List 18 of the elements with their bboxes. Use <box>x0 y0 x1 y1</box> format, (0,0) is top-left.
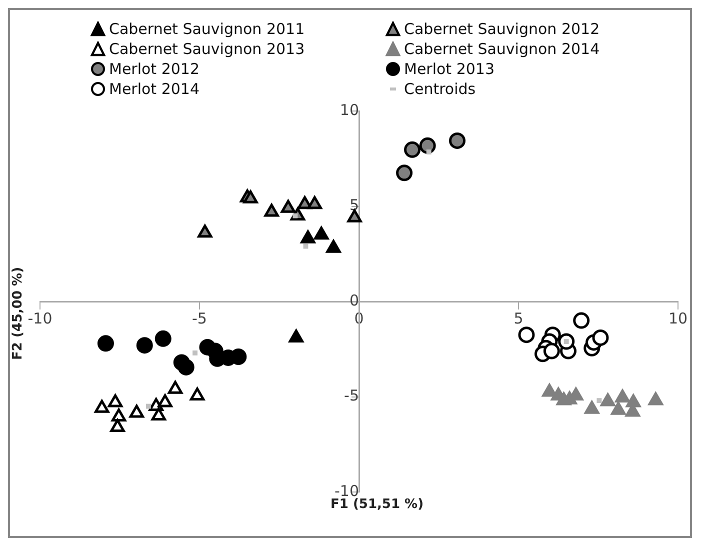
y-tick-label: 10 <box>340 100 359 119</box>
legend-label: Merlot 2012 <box>109 60 200 78</box>
x-tick-label: 10 <box>668 309 688 328</box>
x-tick-label: 5 <box>514 309 524 328</box>
y-tick-label: -5 <box>344 386 359 405</box>
legend-label: Merlot 2014 <box>109 80 200 98</box>
y-tick-label: 0 <box>349 291 359 310</box>
x-tick-label: -10 <box>28 309 52 328</box>
legend-label: Cabernet Sauvignon 2014 <box>404 40 600 58</box>
legend-label: Centroids <box>404 80 476 98</box>
legend-label: Cabernet Sauvignon 2013 <box>109 40 305 58</box>
legend-label: Merlot 2013 <box>404 60 495 78</box>
x-tick-label: -5 <box>192 309 207 328</box>
x-axis-title: F1 (51,51 %) <box>330 496 424 512</box>
legend-label: Cabernet Sauvignon 2011 <box>109 20 305 38</box>
y-axis-title: F2 (45,00 %) <box>10 266 26 360</box>
y-tick-label: 5 <box>349 196 359 214</box>
legend-label: Cabernet Sauvignon 2012 <box>404 20 600 38</box>
